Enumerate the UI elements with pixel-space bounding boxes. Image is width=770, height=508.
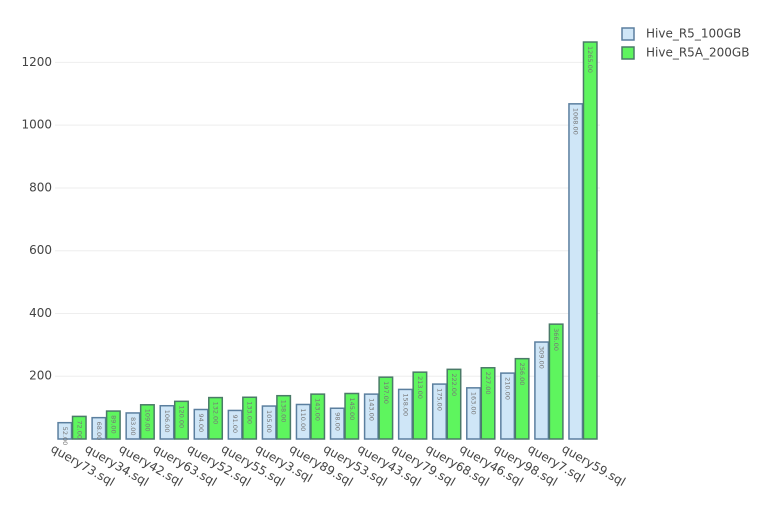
value-label: 133.00 bbox=[246, 401, 254, 424]
bar bbox=[242, 396, 258, 440]
value-label: 132.00 bbox=[212, 402, 220, 425]
value-label: 89.00 bbox=[109, 415, 117, 434]
value-label: 52.00 bbox=[61, 427, 69, 446]
value-label: 72.00 bbox=[75, 420, 83, 439]
bar bbox=[105, 410, 121, 440]
value-label: 158.00 bbox=[401, 393, 409, 416]
y-tick-label: 1000 bbox=[21, 118, 52, 132]
value-label: 210.00 bbox=[504, 377, 512, 400]
bar bbox=[173, 400, 189, 440]
bar bbox=[378, 376, 394, 440]
value-label: 83.00 bbox=[129, 417, 137, 436]
value-label: 163.00 bbox=[470, 392, 478, 415]
y-tick-label: 1200 bbox=[21, 55, 52, 69]
y-tick-label: 800 bbox=[29, 180, 52, 194]
value-label: 222.00 bbox=[450, 373, 458, 396]
value-label: 1068.00 bbox=[572, 108, 580, 135]
value-label: 309.00 bbox=[538, 346, 546, 369]
bar bbox=[310, 393, 326, 440]
bar bbox=[261, 405, 277, 440]
bar bbox=[208, 396, 224, 440]
legend-label: Hive_R5_100GB bbox=[646, 27, 741, 41]
value-label: 138.00 bbox=[280, 400, 288, 423]
value-label: 1265.00 bbox=[586, 46, 594, 73]
bar bbox=[582, 41, 598, 440]
bar bbox=[71, 415, 87, 440]
bar bbox=[397, 388, 413, 440]
value-label: 68.00 bbox=[95, 422, 103, 441]
legend-swatch bbox=[621, 27, 635, 41]
value-label: 227.00 bbox=[484, 372, 492, 395]
value-label: 143.00 bbox=[367, 398, 375, 421]
value-label: 120.00 bbox=[177, 405, 185, 428]
bar bbox=[500, 372, 516, 440]
bar bbox=[446, 368, 462, 440]
y-tick-label: 400 bbox=[29, 306, 52, 320]
value-label: 256.00 bbox=[518, 363, 526, 386]
value-label: 110.00 bbox=[299, 408, 307, 431]
value-label: 213.00 bbox=[416, 376, 424, 399]
value-label: 98.00 bbox=[333, 412, 341, 431]
bar bbox=[568, 103, 584, 440]
bar bbox=[276, 394, 292, 440]
bar bbox=[159, 404, 175, 440]
bar bbox=[412, 371, 428, 440]
value-label: 175.00 bbox=[435, 388, 443, 411]
value-label: 366.00 bbox=[552, 328, 560, 351]
bar bbox=[329, 407, 345, 440]
y-tick-label: 200 bbox=[29, 369, 52, 383]
bar bbox=[534, 341, 550, 440]
bar bbox=[139, 404, 155, 440]
bar bbox=[344, 392, 360, 440]
legend-swatch bbox=[621, 46, 635, 60]
bar bbox=[57, 421, 73, 440]
value-label: 145.00 bbox=[348, 397, 356, 420]
bar bbox=[295, 403, 311, 440]
bar bbox=[480, 367, 496, 440]
value-label: 94.00 bbox=[197, 414, 205, 433]
value-label: 91.00 bbox=[231, 414, 239, 433]
bar bbox=[125, 412, 141, 440]
legend-label: Hive_R5A_200GB bbox=[646, 46, 749, 60]
bar bbox=[548, 323, 564, 440]
value-label: 105.00 bbox=[265, 410, 273, 433]
bar bbox=[227, 409, 243, 440]
bar bbox=[91, 416, 107, 440]
bar bbox=[466, 387, 482, 440]
value-label: 197.00 bbox=[382, 381, 390, 404]
value-label: 106.00 bbox=[163, 410, 171, 433]
value-label: 109.00 bbox=[143, 409, 151, 432]
bar bbox=[514, 357, 530, 440]
bar bbox=[431, 383, 447, 440]
value-label: 143.00 bbox=[314, 398, 322, 421]
bar bbox=[193, 408, 209, 440]
y-tick-label: 600 bbox=[29, 243, 52, 257]
bar bbox=[363, 393, 379, 440]
